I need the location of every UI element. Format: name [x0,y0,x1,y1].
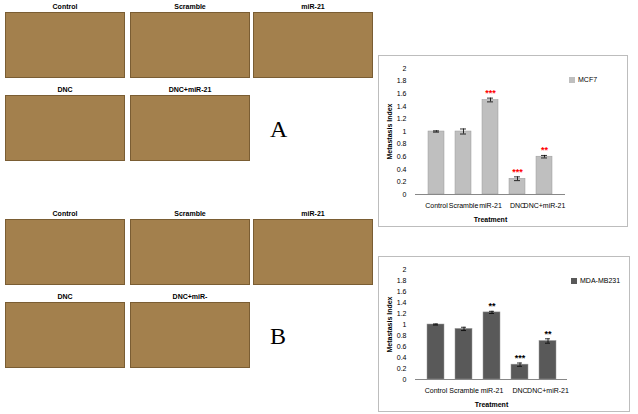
svg-text:1: 1 [403,321,407,328]
svg-text:DNC: DNC [509,202,526,210]
svg-text:DNC+miR-21: DNC+miR-21 [527,387,569,394]
svg-text:0: 0 [403,376,407,383]
svg-text:1.6: 1.6 [397,288,407,295]
svg-text:***: *** [512,167,523,177]
html-text:A: A [270,116,288,142]
html-text:miR-21: miR-21 [301,3,325,10]
svg-text:1.4: 1.4 [397,299,407,306]
html-text:MDA-MB231: MDA-MB231 [580,277,621,284]
svg-text:Metastasis Index: Metastasis Index [386,103,393,159]
svg-text:**: ** [544,329,552,339]
svg-text:DNC: DNC [512,387,527,394]
svg-text:0.8: 0.8 [397,140,407,147]
svg-text:Treatment: Treatment [475,401,509,408]
svg-text:1: 1 [403,128,407,135]
svg-text:0.8: 0.8 [397,332,407,339]
html-text:DNC: DNC [57,86,73,93]
svg-text:miR-21: miR-21 [481,387,504,394]
html-text:Scramble: Scramble [174,210,206,217]
html-text:Control: Control [52,210,78,217]
svg-text:0.6: 0.6 [397,343,407,350]
svg-text:1.8: 1.8 [397,277,407,284]
svg-text:1.2: 1.2 [397,115,407,122]
svg-text:0.2: 0.2 [397,178,407,185]
svg-text:0.2: 0.2 [397,365,407,372]
html-text:miR-21: miR-21 [301,210,325,217]
html-text:B: B [270,323,286,349]
svg-text:0.6: 0.6 [397,153,407,160]
svg-text:Treatment: Treatment [474,216,508,223]
svg-text:0: 0 [403,191,407,198]
svg-text:1.6: 1.6 [397,90,407,97]
svg-text:1.8: 1.8 [397,77,407,84]
html-text:DNC+miR-: DNC+miR- [172,293,208,300]
svg-text:1.4: 1.4 [397,103,407,110]
svg-text:Scramble: Scramble [449,387,479,394]
svg-text:1.2: 1.2 [397,310,407,317]
svg-text:2: 2 [403,266,407,273]
svg-text:2: 2 [403,65,407,72]
svg-text:0.4: 0.4 [397,166,407,173]
html-text:Scramble: Scramble [174,3,206,10]
html-text:DNC: DNC [57,293,73,300]
svg-text:**: ** [541,145,549,155]
svg-text:DNC+miR-21: DNC+miR-21 [524,202,566,209]
svg-text:Scramble: Scramble [449,202,479,209]
svg-text:***: *** [485,88,496,98]
svg-text:Metastasis Index: Metastasis Index [386,296,393,352]
html-text:MCF7: MCF7 [578,76,598,83]
svg-text:Control: Control [425,387,448,394]
svg-text:***: *** [515,353,526,363]
svg-text:miR-21: miR-21 [479,202,502,209]
html-text:Control: Control [52,3,78,10]
svg-text:Control: Control [425,202,448,209]
html-text:DNC+miR-21: DNC+miR-21 [168,86,212,93]
svg-text:0.4: 0.4 [397,354,407,361]
svg-text:**: ** [488,301,496,311]
